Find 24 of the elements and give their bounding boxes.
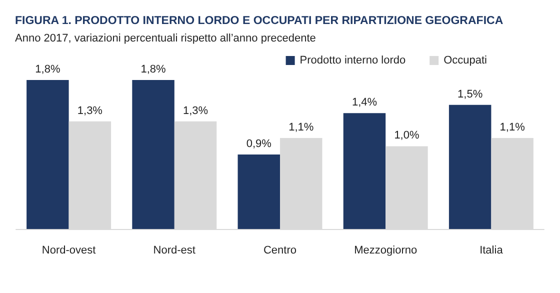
x-tick-label: Mezzogiorno bbox=[354, 244, 418, 256]
data-label: 1,1% bbox=[500, 121, 526, 134]
bar bbox=[26, 80, 69, 229]
data-label: 1,8% bbox=[35, 64, 60, 76]
legend-label: Prodotto interno lordo bbox=[300, 54, 406, 66]
data-label: 1,8% bbox=[140, 64, 166, 76]
data-label: 1,5% bbox=[458, 88, 483, 100]
legend-label: Occupati bbox=[444, 54, 488, 66]
data-label: 1,3% bbox=[77, 104, 103, 117]
data-label: 0,9% bbox=[246, 138, 272, 150]
bar bbox=[132, 80, 174, 229]
bar bbox=[238, 154, 280, 229]
data-label: 1,3% bbox=[182, 104, 208, 117]
data-label: 1,0% bbox=[394, 130, 420, 142]
x-tick-label: Centro bbox=[263, 244, 297, 256]
x-tick-label: Nord-est bbox=[153, 244, 196, 256]
chart-subtitle: Anno 2017, variazioni percentuali rispetto all’anno precedente bbox=[15, 32, 316, 44]
x-tick-label: Italia bbox=[480, 244, 504, 256]
data-label: 1,1% bbox=[288, 121, 314, 134]
x-tick-label: Nord-ovest bbox=[42, 244, 96, 256]
bar bbox=[448, 104, 492, 229]
bar bbox=[343, 113, 386, 229]
chart-title: FIGURA 1. PRODOTTO INTERNO LORDO E OCCUPATI PER RIPARTIZIONE GEOGRAFICA bbox=[15, 15, 504, 27]
data-label: 1,4% bbox=[352, 96, 378, 109]
